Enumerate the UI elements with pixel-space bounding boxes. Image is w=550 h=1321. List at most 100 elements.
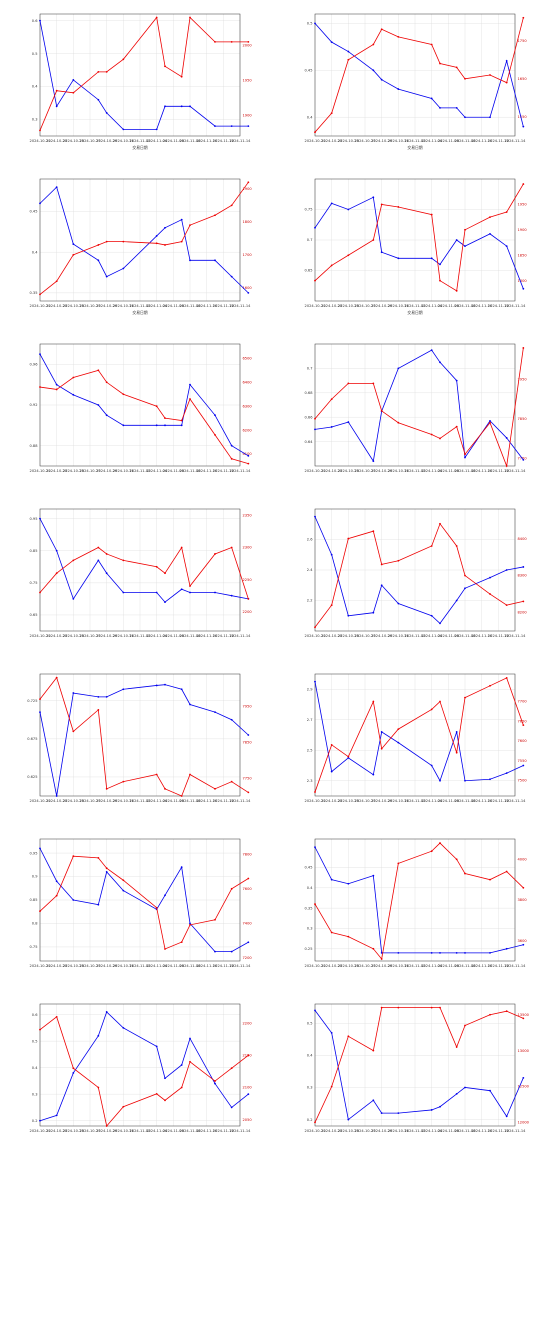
x-tick-label: 2024-10-23 <box>46 799 67 803</box>
volume-point <box>230 546 233 549</box>
volume-point <box>122 879 125 882</box>
x-tick-label: 2024-11-10 <box>471 469 493 473</box>
x-tick-label: 2024-10-27 <box>80 304 101 308</box>
price-point <box>522 764 525 767</box>
volume-point <box>55 572 58 575</box>
x-tick-label: 2024-11-04 <box>421 469 443 473</box>
price-point <box>380 251 383 254</box>
price-point <box>55 795 58 797</box>
price-point <box>230 125 233 128</box>
y2-tick-label: 7750 <box>243 776 253 780</box>
volume-point <box>397 728 400 730</box>
chart-panel: 2024-10-21 2024-10-23 2024-10-25 2024-10-27… <box>0 495 275 660</box>
price-point <box>372 460 375 463</box>
x-tick-label: 2024-10-27 <box>80 634 101 638</box>
price-point <box>397 741 400 744</box>
price-point <box>164 683 166 686</box>
price-point <box>189 591 191 594</box>
volume-point <box>347 254 350 257</box>
chart-panel: 2024-10-21 2024-10-23 2024-10-25 2024-10-27… <box>275 825 550 990</box>
x-tick-label: 2024-11-10 <box>196 634 218 638</box>
x-tick-label: 2024-10-21 <box>305 469 326 473</box>
y2-tick-label: 1800 <box>518 279 528 283</box>
y-tick-label: 0.95 <box>29 851 37 855</box>
x-tick-label: 2024-11-04 <box>421 799 443 803</box>
volume-point <box>522 16 525 19</box>
price-point <box>522 125 525 128</box>
volume-point <box>180 75 183 78</box>
price-point <box>180 688 183 691</box>
y-tick-label: 0.675 <box>27 737 37 741</box>
chart-svg: 2024-10-212024-10-232024-10-252024-10-27… <box>29 508 253 638</box>
x-tick-label: 2024-10-31 <box>113 964 134 968</box>
y2-tick-label: 1550 <box>518 115 528 119</box>
y-tick-label: 0.5 <box>32 1039 38 1043</box>
x-tick-label: 2024-11-10 <box>471 1129 493 1133</box>
y-tick-label: 0.3 <box>32 1092 38 1096</box>
chart-svg: 2024-10-212024-10-232024-10-252024-10-27… <box>29 178 253 315</box>
price-point <box>189 105 191 108</box>
chart-svg: 2024-10-212024-10-232024-10-252024-10-27… <box>29 838 252 968</box>
volume-point <box>430 43 433 46</box>
y-tick-label: 0.5 <box>307 22 313 26</box>
volume-point <box>314 131 316 134</box>
y2-tick-label: 4000 <box>518 858 528 862</box>
volume-point <box>314 279 316 282</box>
x-tick-label: 2024-11-08 <box>180 304 202 308</box>
price-line <box>314 23 524 127</box>
y-tick-label: 0.64 <box>304 440 313 444</box>
x-tick-label: 2024-11-06 <box>438 469 460 473</box>
price-point <box>464 245 466 247</box>
chart-svg: 2024-10-212024-10-232024-10-252024-10-27… <box>27 673 253 803</box>
price-point <box>314 1009 316 1012</box>
volume-point <box>230 887 233 890</box>
price-point <box>397 1112 400 1115</box>
y2-tick-label: 2300 <box>243 546 253 550</box>
volume-point <box>430 1006 433 1009</box>
x-tick-label: 2024-11-14 <box>505 469 527 473</box>
y-tick-label: 0.96 <box>29 363 38 367</box>
price-point <box>164 105 166 108</box>
price-point <box>214 125 216 128</box>
x-tick-label: 2024-11-14 <box>230 469 252 473</box>
price-point <box>72 1072 75 1074</box>
x-tick-label: 2024-10-27 <box>80 139 101 143</box>
x-tick-label: 2024-11-02 <box>130 799 151 803</box>
price-point <box>489 778 491 781</box>
price-point <box>155 684 158 687</box>
x-tick-label: 2024-10-21 <box>305 304 326 308</box>
y2-tick-label: 6400 <box>243 380 253 384</box>
price-point <box>439 263 441 266</box>
x-tick-label: 2024-11-10 <box>196 799 218 803</box>
x-tick-label: 2024-11-02 <box>130 139 151 143</box>
x-tick-label: 2024-11-14 <box>230 304 252 308</box>
volume-point <box>189 773 191 776</box>
y2-tick-label: 1700 <box>243 253 253 257</box>
volume-point <box>439 700 441 703</box>
volume-point <box>430 213 433 216</box>
x-tick-label: 2024-10-29 <box>96 139 118 143</box>
x-tick-label: 2024-10-27 <box>355 964 376 968</box>
x-tick-label: 2024-11-04 <box>421 634 443 638</box>
volume-point <box>180 419 183 422</box>
x-tick-label: 2024-11-12 <box>213 799 234 803</box>
y-tick-label: 0.75 <box>29 581 37 585</box>
price-point <box>464 456 466 459</box>
x-tick-label: 2024-11-12 <box>488 799 509 803</box>
price-point <box>72 692 75 694</box>
volume-point <box>39 293 41 296</box>
volume-point <box>464 696 466 699</box>
price-point <box>97 695 100 698</box>
price-point <box>55 549 58 552</box>
volume-point <box>372 530 375 533</box>
x-tick-label: 2024-11-02 <box>130 964 151 968</box>
y-tick-label: 0.4 <box>32 250 38 254</box>
price-point <box>505 437 508 439</box>
volume-point <box>39 1028 41 1031</box>
volume-point <box>189 224 191 227</box>
volume-point <box>455 1046 458 1048</box>
volume-point <box>105 70 108 73</box>
plot-frame <box>314 178 516 302</box>
price-point <box>230 594 233 597</box>
